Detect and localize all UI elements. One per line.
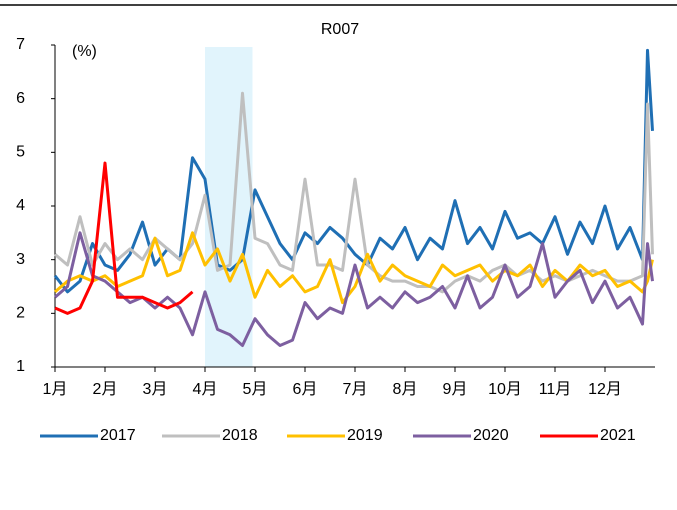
y-tick-label: 3 xyxy=(16,251,25,268)
legend-label: 2017 xyxy=(100,427,136,444)
y-tick-label: 1 xyxy=(16,358,25,375)
legend-label: 2018 xyxy=(222,427,258,444)
line-series xyxy=(54,231,654,305)
x-tick-label: 7月 xyxy=(343,381,368,398)
y-axis-label: (%) xyxy=(72,43,97,60)
x-tick-label: 5月 xyxy=(243,381,268,398)
x-tick-label: 10月 xyxy=(488,381,522,398)
x-tick-label: 12月 xyxy=(588,381,622,398)
x-tick-label: 4月 xyxy=(193,381,218,398)
chart-title: R007 xyxy=(321,21,359,38)
line-series xyxy=(54,231,654,348)
legend-label: 2020 xyxy=(473,427,509,444)
x-tick-label: 3月 xyxy=(143,381,168,398)
line-series xyxy=(54,91,654,294)
y-tick-label: 6 xyxy=(16,90,25,107)
y-tick-label: 5 xyxy=(16,144,25,161)
line-series xyxy=(53,48,654,294)
x-tick-label: 8月 xyxy=(393,381,418,398)
y-tick-label: 2 xyxy=(16,305,25,322)
shaded-period xyxy=(205,47,253,367)
x-tick-label: 6月 xyxy=(293,381,318,398)
y-tick-label: 4 xyxy=(16,197,25,214)
x-tick-label: 1月 xyxy=(43,381,68,398)
y-tick-label: 7 xyxy=(16,36,25,53)
legend-label: 2019 xyxy=(347,427,383,444)
legend-label: 2021 xyxy=(600,427,636,444)
x-tick-label: 11月 xyxy=(539,381,572,398)
x-tick-label: 9月 xyxy=(443,381,468,398)
line-series xyxy=(54,161,194,315)
x-tick-label: 2月 xyxy=(93,381,118,398)
